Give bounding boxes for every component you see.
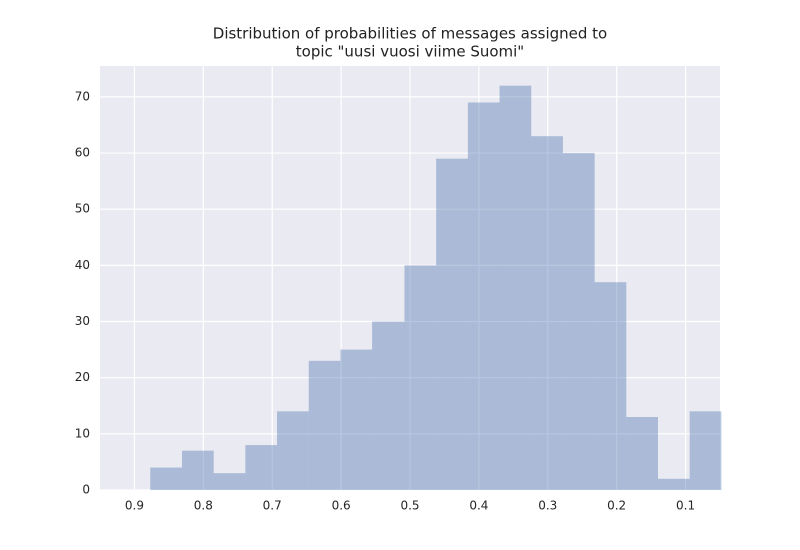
- chart-title: Distribution of probabilities of message…: [213, 25, 607, 43]
- bar: [213, 473, 246, 490]
- bar: [594, 282, 627, 490]
- x-tick-label: 0.8: [194, 499, 213, 513]
- y-tick-label: 70: [75, 89, 90, 103]
- bar: [181, 450, 214, 490]
- y-tick-label: 60: [75, 146, 90, 160]
- bar: [626, 416, 658, 490]
- bar: [277, 411, 309, 490]
- bar: [467, 102, 500, 491]
- x-tick-label: 0.9: [125, 499, 144, 513]
- chart-title: topic "uusi vuosi viime Suomi": [296, 43, 524, 61]
- bar: [404, 265, 437, 490]
- bar: [308, 360, 341, 490]
- bar: [372, 321, 405, 490]
- bar: [499, 85, 532, 490]
- y-tick-label: 20: [75, 370, 90, 384]
- bar: [689, 411, 722, 490]
- x-tick-label: 0.3: [538, 499, 557, 513]
- x-tick-label: 0.7: [263, 499, 282, 513]
- bar: [658, 478, 690, 490]
- y-tick-label: 10: [75, 426, 90, 440]
- y-tick-label: 30: [75, 314, 90, 328]
- bar: [150, 467, 182, 490]
- bar: [245, 445, 278, 490]
- x-tick-label: 0.6: [332, 499, 351, 513]
- x-tick-label: 0.4: [469, 499, 488, 513]
- y-tick-label: 50: [75, 202, 90, 216]
- y-tick-label: 0: [82, 483, 90, 497]
- bar: [531, 136, 563, 490]
- y-tick-label: 40: [75, 258, 90, 272]
- bar: [340, 349, 373, 490]
- bar: [436, 158, 468, 491]
- x-tick-label: 0.2: [607, 499, 626, 513]
- x-tick-label: 0.5: [400, 499, 419, 513]
- x-tick-label: 0.1: [676, 499, 695, 513]
- bar: [562, 153, 595, 490]
